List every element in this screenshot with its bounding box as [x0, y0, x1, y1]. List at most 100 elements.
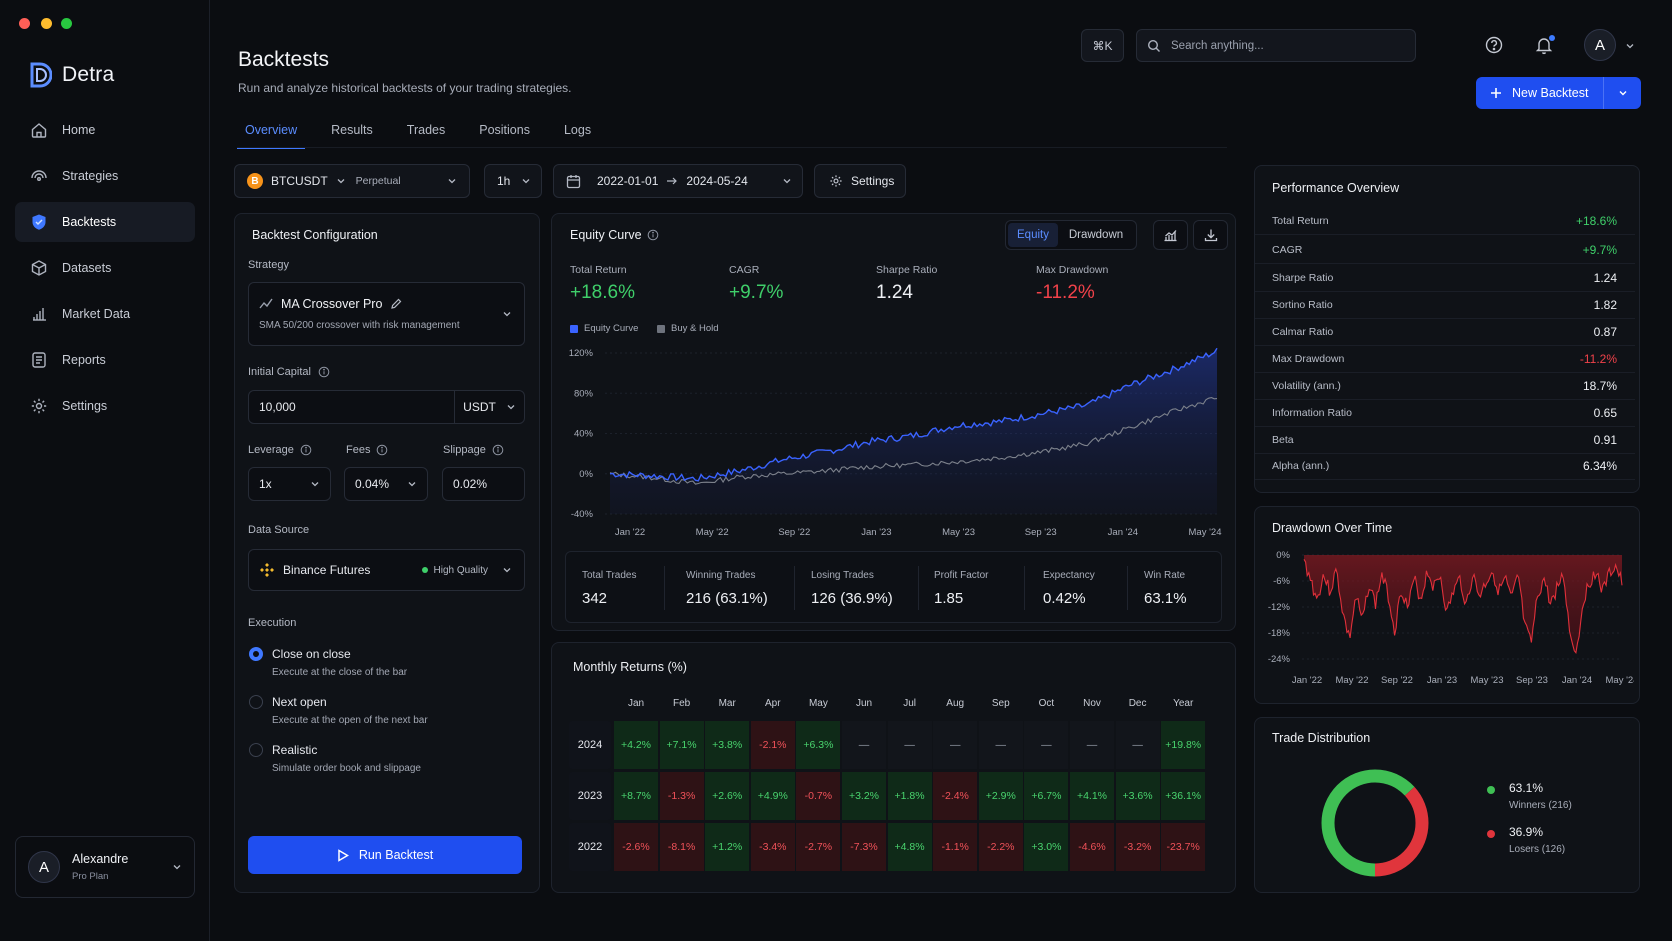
capital-input[interactable]: 10,000 USDT — [248, 390, 525, 424]
legend-buyhold[interactable]: Buy & Hold — [657, 323, 719, 334]
timeframe-selector[interactable]: 1h — [484, 164, 542, 198]
return-cell[interactable]: +4.8% — [887, 823, 932, 871]
sidebar-item-settings[interactable]: Settings — [15, 386, 195, 426]
header-avatar[interactable]: A — [1584, 29, 1616, 61]
run-backtest-button[interactable]: Run Backtest — [248, 836, 522, 874]
losers-slice[interactable] — [1321, 769, 1429, 877]
return-cell[interactable]: -3.2% — [1115, 823, 1160, 871]
timeframe-value: 1h — [497, 174, 511, 188]
return-cell[interactable]: +7.1% — [659, 721, 704, 769]
app-logo[interactable]: Detra — [30, 62, 114, 88]
settings-button[interactable]: Settings — [814, 164, 906, 198]
return-cell[interactable]: +3.0% — [1024, 823, 1069, 871]
sidebar-item-strategies[interactable]: Strategies — [15, 156, 195, 196]
slippage-input[interactable]: 0.02% — [442, 467, 525, 501]
search-input[interactable]: Search anything... — [1136, 29, 1416, 62]
return-cell[interactable]: +1.8% — [887, 772, 932, 820]
return-cell[interactable]: — — [1070, 721, 1114, 769]
new-backtest-dropdown[interactable] — [1604, 77, 1641, 109]
return-cell[interactable]: +8.7% — [614, 772, 658, 820]
user-profile-card[interactable]: A Alexandre Pro Plan — [15, 836, 195, 898]
strategy-selector[interactable]: MA Crossover Pro SMA 50/200 crossover wi… — [248, 282, 525, 346]
help-icon[interactable] — [1483, 34, 1505, 56]
legend-swatch — [657, 324, 665, 333]
return-cell[interactable]: -2.6% — [614, 823, 658, 871]
return-cell[interactable]: — — [1115, 721, 1160, 769]
user-plan: Pro Plan — [72, 871, 109, 882]
date-range-picker[interactable]: 2022-01-01 2024-05-24 — [553, 164, 803, 198]
chart-type-button[interactable] — [1153, 220, 1188, 250]
sidebar-item-label: Home — [62, 123, 96, 137]
return-cell[interactable]: +19.8% — [1161, 721, 1206, 769]
cube-icon — [31, 260, 47, 276]
return-cell[interactable]: -0.7% — [796, 772, 841, 820]
new-backtest-button[interactable]: New Backtest — [1476, 77, 1641, 109]
return-cell[interactable]: +3.6% — [1115, 772, 1160, 820]
info-icon — [647, 229, 659, 241]
tab-positions[interactable]: Positions — [479, 123, 530, 137]
toggle-equity[interactable]: Equity — [1008, 223, 1058, 247]
return-cell[interactable]: — — [842, 721, 886, 769]
return-cell[interactable]: -1.1% — [933, 823, 978, 871]
datasource-selector[interactable]: Binance Futures High Quality — [248, 549, 525, 591]
return-cell[interactable]: -2.7% — [796, 823, 841, 871]
return-cell[interactable]: +2.9% — [978, 772, 1023, 820]
return-cell[interactable]: -23.7% — [1161, 823, 1206, 871]
sidebar-item-reports[interactable]: Reports — [15, 340, 195, 380]
symbol-selector[interactable]: B BTCUSDT Perpetual — [234, 164, 470, 198]
return-cell[interactable]: +6.7% — [1024, 772, 1069, 820]
sidebar-item-backtests[interactable]: Backtests — [15, 202, 195, 242]
return-cell[interactable]: -3.4% — [750, 823, 795, 871]
return-cell[interactable]: — — [887, 721, 932, 769]
return-cell[interactable]: -4.6% — [1070, 823, 1114, 871]
return-cell[interactable]: +3.8% — [705, 721, 750, 769]
radio-close-on-close[interactable] — [249, 647, 263, 661]
return-cell[interactable]: +4.1% — [1070, 772, 1114, 820]
window-minimize-button[interactable] — [41, 18, 52, 29]
return-cell[interactable]: — — [933, 721, 978, 769]
sidebar-item-home[interactable]: Home — [15, 110, 195, 150]
bitcoin-icon: B — [247, 173, 263, 189]
tab-results[interactable]: Results — [331, 123, 373, 137]
return-cell[interactable]: +3.2% — [842, 772, 886, 820]
return-cell[interactable]: +2.6% — [705, 772, 750, 820]
currency-selector[interactable]: USDT — [454, 391, 524, 423]
return-cell[interactable]: +36.1% — [1161, 772, 1206, 820]
stat-divider — [1024, 566, 1025, 610]
return-cell[interactable]: -8.1% — [659, 823, 704, 871]
pencil-icon[interactable] — [390, 298, 402, 310]
chevron-down-icon — [507, 405, 515, 410]
info-icon — [492, 444, 504, 456]
performance-value: 1.82 — [1593, 298, 1617, 312]
command-shortcut-button[interactable]: ⌘K — [1081, 29, 1124, 62]
sidebar-item-datasets[interactable]: Datasets — [15, 248, 195, 288]
chevron-down-icon[interactable] — [1625, 41, 1635, 51]
return-cell[interactable]: — — [1024, 721, 1069, 769]
return-cell[interactable]: +4.9% — [750, 772, 795, 820]
return-cell[interactable]: +1.2% — [705, 823, 750, 871]
tab-overview[interactable]: Overview — [237, 115, 306, 149]
return-cell[interactable]: +4.2% — [614, 721, 658, 769]
tab-logs[interactable]: Logs — [563, 123, 592, 137]
return-cell[interactable]: -2.1% — [750, 721, 795, 769]
tab-trades[interactable]: Trades — [406, 123, 446, 137]
download-button[interactable] — [1193, 220, 1228, 250]
return-cell[interactable]: -2.4% — [933, 772, 978, 820]
bell-icon[interactable] — [1533, 34, 1555, 56]
legend-equity[interactable]: Equity Curve — [570, 323, 638, 334]
leverage-select[interactable]: 1x — [248, 467, 331, 501]
sidebar-item-market-data[interactable]: Market Data — [15, 294, 195, 334]
fees-select[interactable]: 0.04% — [344, 467, 428, 501]
return-cell[interactable]: -2.2% — [978, 823, 1023, 871]
window-zoom-button[interactable] — [61, 18, 72, 29]
play-icon — [338, 848, 349, 862]
window-close-button[interactable] — [19, 18, 30, 29]
return-cell[interactable]: +6.3% — [796, 721, 841, 769]
radio-realistic[interactable] — [249, 743, 263, 757]
return-cell[interactable]: -1.3% — [659, 772, 704, 820]
radio-next-open[interactable] — [249, 695, 263, 709]
return-cell[interactable]: -7.3% — [842, 823, 886, 871]
return-cell[interactable]: — — [978, 721, 1023, 769]
performance-title: Performance Overview — [1272, 181, 1400, 195]
toggle-drawdown[interactable]: Drawdown — [1068, 229, 1124, 241]
